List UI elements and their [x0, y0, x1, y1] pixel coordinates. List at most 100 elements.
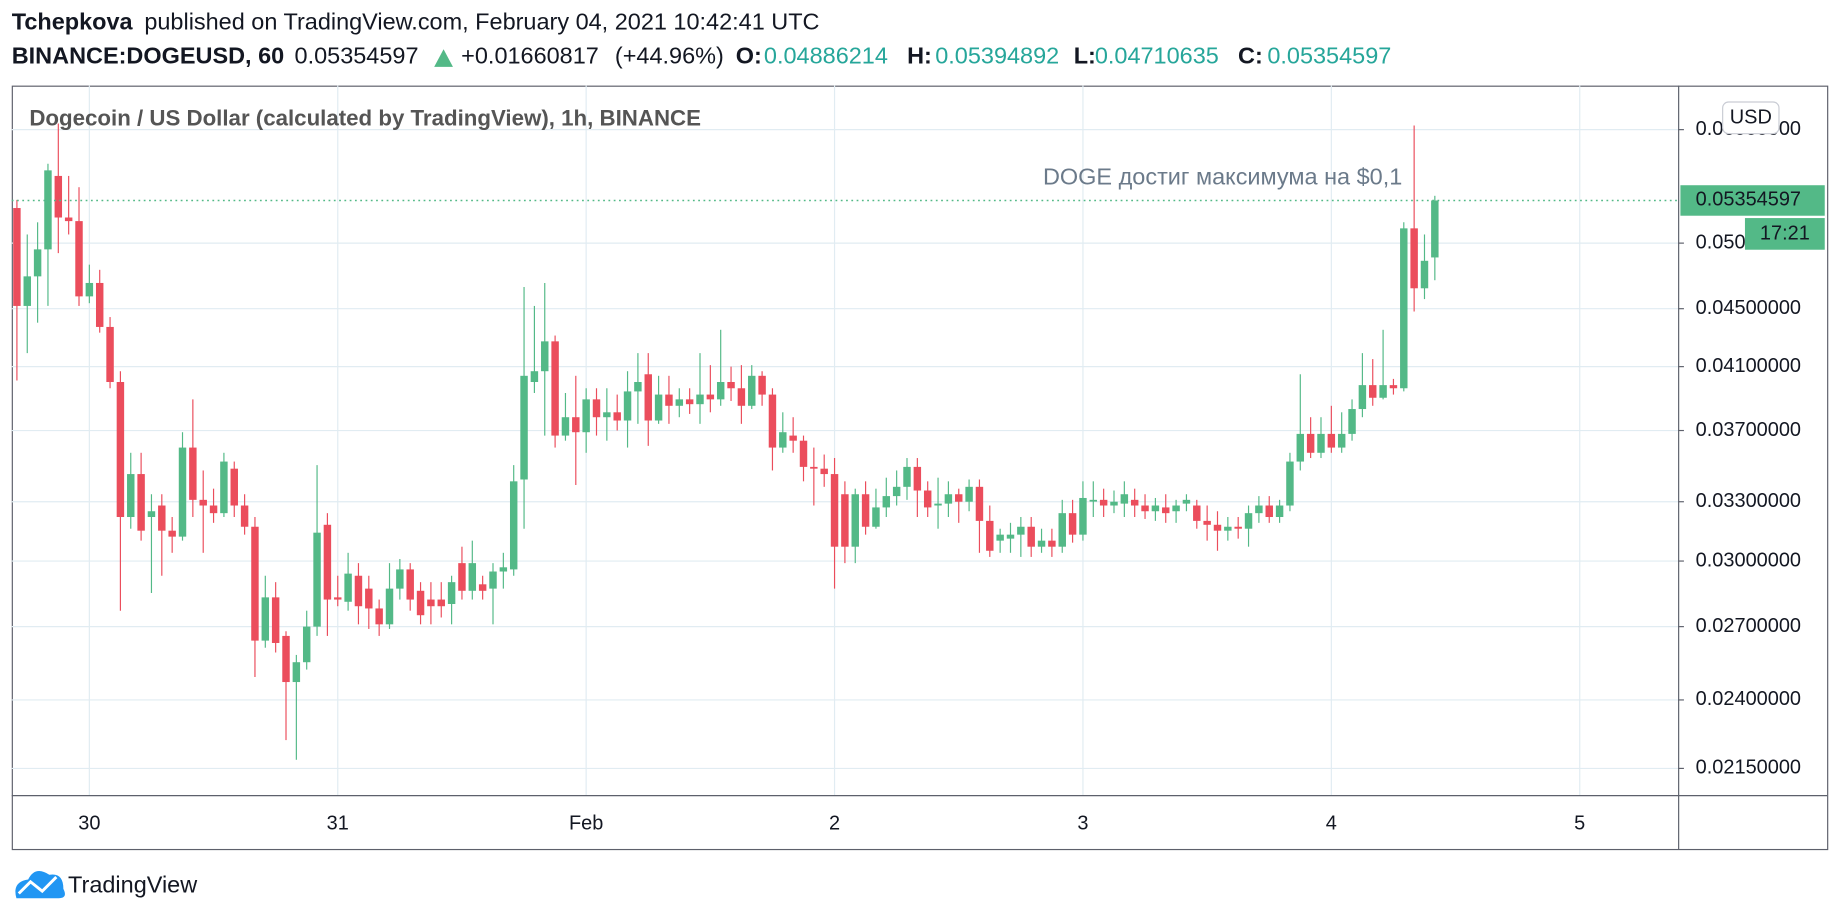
candle-body [1213, 524, 1222, 531]
candle-body [530, 371, 539, 383]
candle-body [1379, 385, 1387, 398]
candle-body [986, 520, 994, 551]
candle-body [665, 394, 673, 406]
countdown-box [1744, 218, 1825, 250]
candle-body [282, 635, 290, 683]
currency-label[interactable]: USD [1730, 107, 1772, 129]
candle-body [1110, 501, 1118, 506]
candle-body [1162, 507, 1170, 514]
candle-body [572, 417, 580, 433]
candle-body [1265, 505, 1273, 518]
candle-body [1337, 433, 1346, 448]
x-tick-label: 5 [1574, 813, 1585, 835]
candle-body [489, 571, 497, 589]
candle-body [499, 567, 508, 572]
candle-body [230, 468, 238, 506]
overlay: 0.02150000 0.02400000 0.02700000 0.03000000… [11, 101, 1825, 835]
candle-body [44, 170, 52, 250]
high-value: 0.05394892 [935, 43, 1059, 69]
logo-cloud [15, 870, 65, 899]
chart-title: Dogecoin / US Dollar (calculated by Trad… [29, 105, 701, 130]
published: published on TradingView.com, February 0… [144, 9, 819, 35]
candle-body [189, 447, 197, 500]
y-tick-label: 0.03700000 [1696, 419, 1801, 441]
candle-body [1224, 526, 1232, 531]
candle-body [116, 382, 125, 518]
grid [11, 85, 1684, 796]
candle-body [882, 496, 891, 508]
x-tick-label: 31 [327, 813, 349, 835]
candle-body [1234, 526, 1242, 529]
candle-body [1317, 433, 1325, 453]
open-value: 0.04886214 [764, 43, 888, 69]
candle-body [1255, 505, 1263, 514]
candle-body [447, 582, 456, 604]
symbol: BINANCE:DOGEUSD, 60 [12, 43, 284, 69]
candle-body [1358, 385, 1367, 410]
candle-body [685, 399, 694, 405]
candle-body [1420, 260, 1429, 289]
candle-body [841, 494, 849, 547]
candle-body [706, 394, 715, 400]
currency-button [1722, 101, 1780, 135]
candle-body [1006, 534, 1015, 539]
candle-body [427, 599, 435, 607]
candle-body [1306, 433, 1315, 453]
candle-body [13, 208, 21, 306]
candle-body [1079, 497, 1087, 535]
ohlc-label: O: [736, 43, 762, 69]
candle-body [748, 375, 756, 406]
x-tick-label: 3 [1077, 813, 1088, 835]
candle-body [416, 590, 425, 616]
candle-body [1431, 200, 1439, 258]
candle-body [509, 481, 518, 570]
candles [13, 123, 1439, 760]
candle-body [23, 276, 31, 306]
candle-body [1172, 505, 1180, 512]
candle-body [385, 588, 394, 625]
last-price-label: 0.05354597 [1696, 189, 1801, 211]
candle-body [779, 432, 787, 448]
candle-body [137, 474, 145, 531]
candle-body [613, 412, 621, 421]
candle-body [923, 490, 932, 508]
candle-body [54, 175, 63, 218]
y-tick-label: 0.04100000 [1696, 355, 1801, 377]
candle-body [64, 217, 73, 222]
candle-body [810, 466, 818, 469]
candle-body [592, 399, 601, 418]
candle-body [623, 391, 632, 421]
logo [15, 870, 65, 899]
last-price-box [1680, 185, 1825, 216]
candle-body [996, 534, 1004, 541]
candle-body [675, 399, 684, 406]
candle-body [127, 474, 135, 518]
candle-body [1410, 228, 1418, 289]
candle-body [1203, 520, 1211, 525]
candle-body [603, 412, 611, 418]
ohlc-label: L: [1074, 43, 1096, 69]
candle-body [271, 597, 280, 643]
candle-body [861, 494, 870, 527]
candle-body [1058, 513, 1066, 547]
x-tick-label: 2 [829, 813, 840, 835]
author: Tchepkova [12, 9, 134, 35]
candle-body [458, 563, 466, 591]
up-arrow [434, 49, 453, 67]
low-value: 0.04710635 [1095, 43, 1219, 69]
candle-body [903, 466, 911, 487]
candle-body [292, 662, 301, 683]
candle-body [830, 474, 839, 547]
candle-body [158, 505, 166, 531]
change: +0.01660817 [461, 43, 599, 69]
candle-body [654, 394, 663, 421]
y-tick-label: 0.04500000 [1696, 297, 1801, 319]
candle-body [975, 486, 984, 521]
candle-body [478, 584, 487, 591]
candle-body [1369, 385, 1377, 398]
change-percent: (+44.96%) [615, 43, 724, 69]
candle-body [644, 374, 652, 421]
candle-body [106, 326, 114, 383]
candle-body [313, 532, 321, 627]
